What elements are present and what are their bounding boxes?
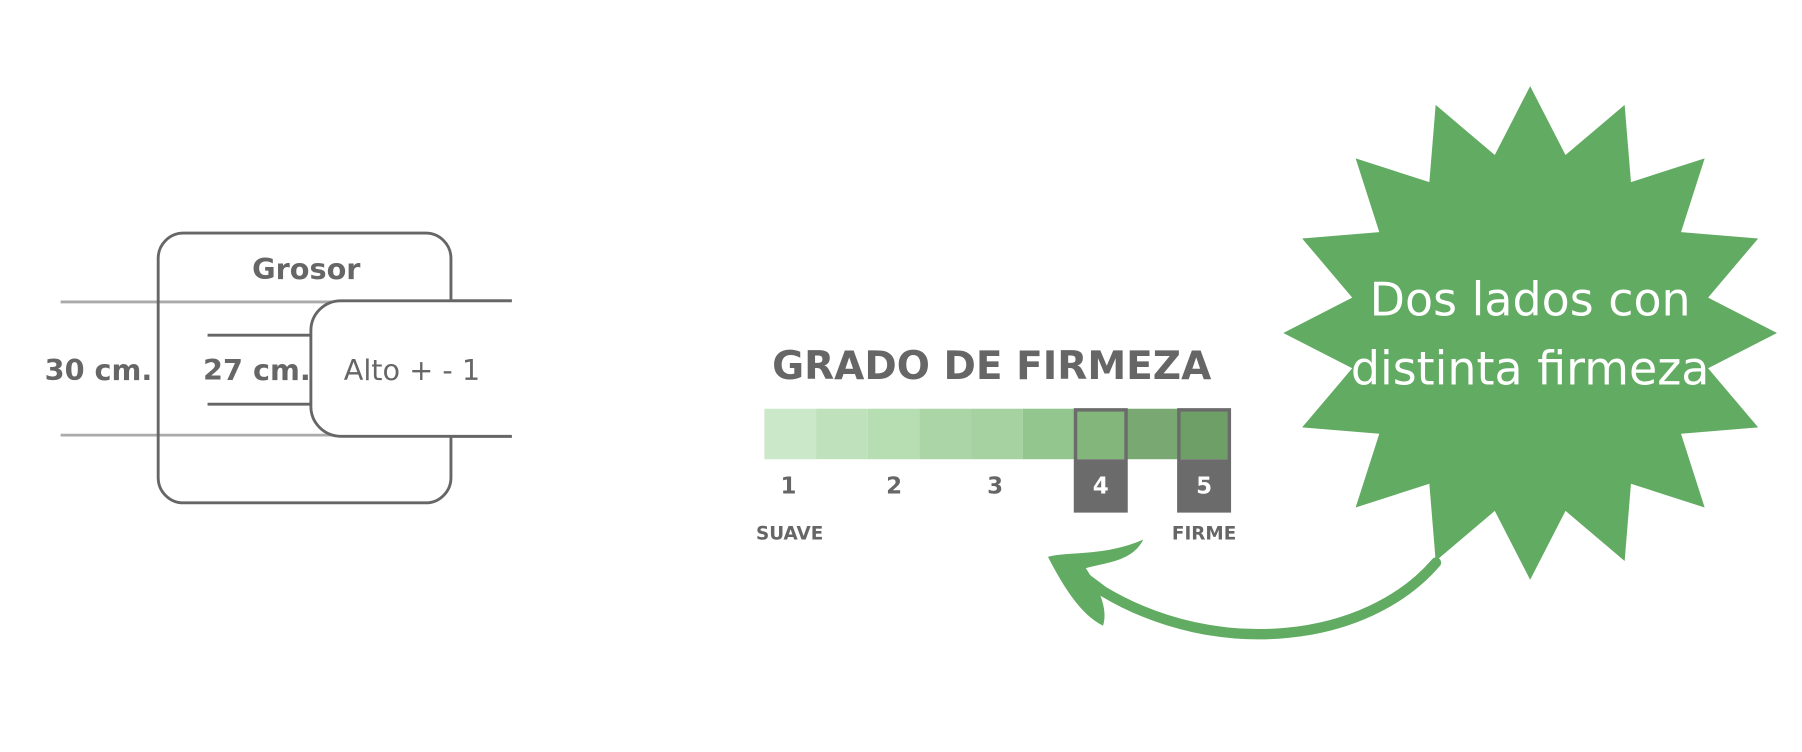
level-5-box: [1178, 459, 1230, 511]
firmness-segment: [919, 408, 972, 460]
starburst-badge: Dos lados con distinta firmeza: [1283, 86, 1777, 580]
firm-label: FIRME: [1172, 524, 1236, 545]
grosor-title: Grosor: [252, 252, 361, 286]
firmness-segment: [816, 408, 868, 460]
firmness-segment: [1126, 408, 1178, 460]
core-height-label: 27 cm.: [203, 353, 311, 387]
badge-line-2: distinta firmeza: [1351, 342, 1710, 396]
firmness-segment: [1177, 408, 1230, 460]
firmness-segment: [867, 408, 920, 460]
scale-label-4: 4: [1093, 474, 1109, 500]
scale-label-1: 1: [780, 474, 796, 500]
soft-label: SUAVE: [756, 524, 823, 545]
level-4-box: [1075, 459, 1127, 511]
firmness-bar: [764, 408, 1230, 460]
tolerance-label: Alto + - 1: [344, 353, 480, 387]
scale-label-3: 3: [987, 474, 1003, 500]
badge-line-1: Dos lados con: [1370, 273, 1691, 327]
scale-label-5: 5: [1196, 474, 1212, 500]
firmness-segment: [971, 408, 1023, 460]
thickness-diagram: Grosor 30 cm. 27 cm. Alto + - 1: [45, 231, 512, 505]
firmness-segment: [764, 408, 817, 460]
tolerance-box: [309, 299, 512, 438]
firmness-scale: GRADO DE FIRMEZA 1 2 3 4 5 SUAVE FIRME: [756, 344, 1236, 545]
starburst-shape: [1283, 86, 1777, 580]
curved-arrow-icon: [1047, 539, 1442, 640]
total-height-label: 30 cm.: [45, 353, 153, 387]
firmness-segment: [1074, 408, 1127, 460]
scale-label-2: 2: [886, 474, 902, 500]
firmness-title: GRADO DE FIRMEZA: [772, 344, 1211, 389]
firmness-segment: [1022, 408, 1075, 460]
